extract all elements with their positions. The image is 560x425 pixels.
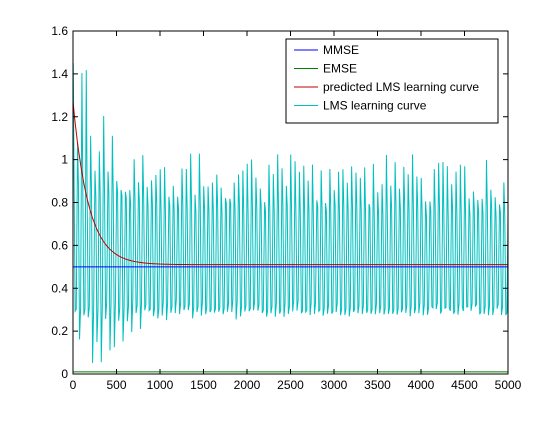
x-tick-label: 3000	[321, 378, 348, 392]
y-tick-label: 0.2	[51, 324, 68, 338]
x-tick-label: 3500	[364, 378, 391, 392]
x-tick-label: 5000	[495, 378, 522, 392]
y-tick-label: 0.4	[51, 281, 68, 295]
y-tick-label: 1.6	[51, 24, 68, 38]
x-tick-label: 1500	[190, 378, 217, 392]
x-tick-label: 500	[106, 378, 126, 392]
legend-label: MMSE	[323, 43, 359, 57]
x-tick-label: 0	[70, 378, 77, 392]
y-tick-label: 0.8	[51, 196, 68, 210]
y-axis: 0 0.2 0.4 0.6 0.8 1 1.2 1.4 1.6	[51, 24, 508, 381]
legend-label: predicted LMS learning curve	[323, 80, 479, 94]
x-tick-label: 4500	[451, 378, 478, 392]
predicted-lms-learning-curve-line	[73, 101, 508, 266]
y-tick-label: 1.4	[51, 67, 68, 81]
x-tick-label: 2500	[277, 378, 304, 392]
legend-box	[285, 38, 499, 124]
x-tick-label: 1000	[147, 378, 174, 392]
legend-label: EMSE	[323, 62, 357, 76]
y-tick-label: 0	[61, 367, 68, 381]
x-axis: 0 500 1000 1500 2000 2500 3000 3500 4000 4500 5000	[70, 31, 522, 392]
x-tick-label: 4000	[408, 378, 435, 392]
y-tick-label: 1.2	[51, 110, 68, 124]
y-tick-label: 1	[61, 153, 68, 167]
y-tick-label: 0.6	[51, 238, 68, 252]
legend-label: LMS learning curve	[323, 99, 427, 113]
x-tick-label: 2000	[234, 378, 261, 392]
legend: MMSE EMSE predicted LMS learning curve LMS …	[285, 38, 499, 124]
lms-learning-curve-line	[73, 63, 508, 363]
